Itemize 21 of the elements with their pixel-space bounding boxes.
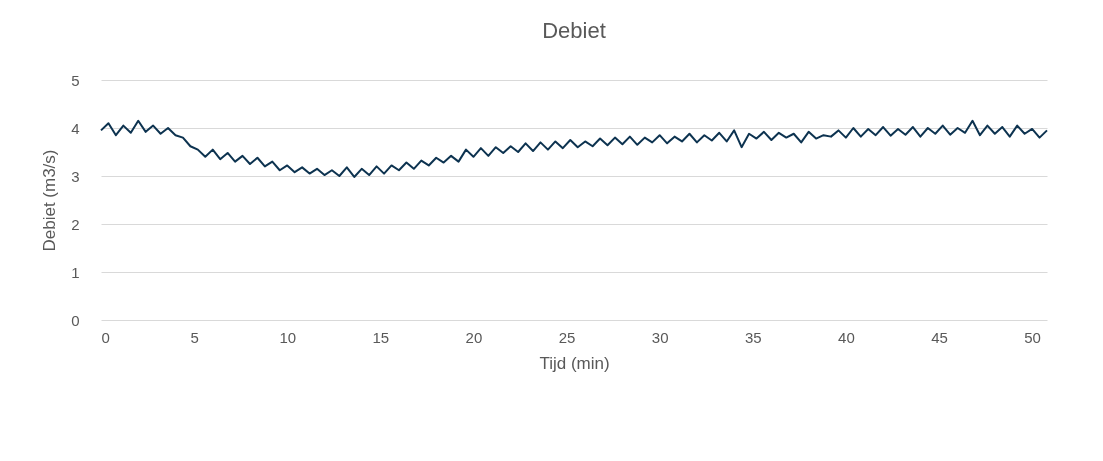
x-tick-label: 5 (190, 328, 199, 346)
y-tick-label: 3 (71, 167, 80, 185)
x-tick-label: 0 (101, 328, 110, 346)
x-tick-label: 50 (1024, 328, 1041, 346)
y-axis-title: Debiet (m3/s) (40, 149, 60, 252)
y-tick-label: 0 (71, 311, 80, 329)
x-axis-title: Tijd (min) (539, 353, 610, 373)
y-tick-label: 2 (71, 215, 80, 233)
y-tick-label: 5 (71, 71, 80, 89)
x-tick-label: 40 (838, 328, 855, 346)
x-tick-label: 15 (372, 328, 390, 346)
x-tick-label: 10 (279, 328, 297, 346)
x-tick-label: 25 (558, 328, 576, 346)
chart-title: Debiet (542, 18, 606, 43)
y-tick-label: 1 (71, 263, 80, 281)
y-tick-label: 4 (71, 119, 80, 137)
line-series (100, 119, 1048, 178)
x-tick-label: 30 (651, 328, 669, 346)
x-tick-label: 35 (744, 328, 762, 346)
x-tick-label: 20 (465, 328, 483, 346)
x-tick-label: 45 (931, 328, 948, 346)
